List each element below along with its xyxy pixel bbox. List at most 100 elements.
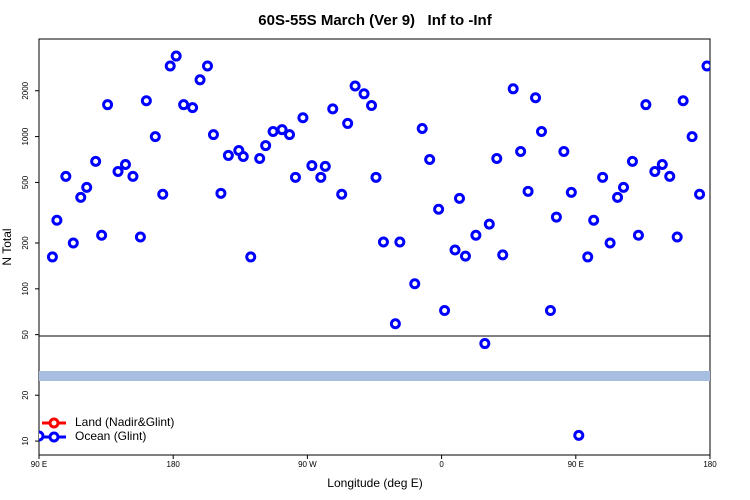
- point: [632, 229, 644, 241]
- point: [336, 188, 348, 200]
- y-tick-label: 10: [21, 436, 30, 445]
- y-tick-label: 500: [21, 175, 30, 189]
- x-tick-label: 90 W: [298, 460, 317, 469]
- point: [409, 278, 421, 290]
- point: [187, 102, 199, 114]
- point: [565, 186, 577, 198]
- point: [222, 149, 234, 161]
- point: [119, 158, 131, 170]
- point: [582, 251, 594, 263]
- point: [433, 203, 445, 215]
- point: [178, 99, 190, 111]
- point: [626, 155, 638, 167]
- point: [112, 165, 124, 177]
- point: [694, 188, 706, 200]
- point: [604, 237, 616, 249]
- point: [515, 146, 527, 158]
- point: [358, 88, 370, 100]
- point: [558, 146, 570, 158]
- point: [588, 214, 600, 226]
- point: [201, 60, 213, 72]
- legend-label: Land (Nadir&Glint): [75, 415, 174, 429]
- point: [306, 160, 318, 172]
- y-axis-label: N Total: [0, 228, 14, 265]
- point: [664, 170, 676, 182]
- point: [96, 229, 108, 241]
- y-tick-label: 200: [21, 236, 30, 250]
- point: [612, 191, 624, 203]
- point: [75, 191, 87, 203]
- point: [491, 152, 503, 164]
- point: [260, 140, 272, 152]
- point: [289, 171, 301, 183]
- point: [134, 231, 146, 243]
- point: [254, 152, 266, 164]
- point: [327, 103, 339, 115]
- point: [319, 160, 331, 172]
- point: [102, 99, 114, 111]
- point: [530, 92, 542, 104]
- point: [573, 429, 585, 441]
- point: [140, 95, 152, 107]
- point: [342, 117, 354, 129]
- point: [671, 231, 683, 243]
- point: [424, 154, 436, 166]
- point: [215, 187, 227, 199]
- point: [483, 218, 495, 230]
- point: [51, 214, 63, 226]
- point: [207, 129, 219, 141]
- point: [377, 236, 389, 248]
- legend-marker: [48, 431, 60, 443]
- x-tick-label: 90 E: [568, 460, 584, 469]
- point: [39, 430, 45, 442]
- point: [194, 74, 206, 86]
- point: [60, 170, 72, 182]
- point: [597, 171, 609, 183]
- y-tick-label: 20: [21, 390, 30, 399]
- point: [656, 158, 668, 170]
- point: [170, 50, 182, 62]
- point: [439, 305, 451, 317]
- point: [536, 125, 548, 137]
- y-tick-label: 2000: [21, 81, 30, 99]
- x-axis-label: Longitude (deg E): [327, 476, 422, 490]
- point: [394, 236, 406, 248]
- point: [284, 129, 296, 141]
- point: [276, 124, 288, 136]
- point: [366, 100, 378, 112]
- point: [370, 171, 382, 183]
- point: [550, 211, 562, 223]
- point: [701, 60, 710, 72]
- point: [449, 244, 461, 256]
- point: [686, 131, 698, 143]
- point: [349, 80, 361, 92]
- points: [39, 50, 710, 442]
- point: [416, 123, 428, 135]
- plot-frame: [38, 38, 711, 456]
- legend-marker: [48, 417, 60, 429]
- point: [389, 318, 401, 330]
- point: [149, 131, 161, 143]
- x-tick-label: 90 E: [31, 460, 47, 469]
- point: [479, 338, 491, 350]
- point: [470, 229, 482, 241]
- y-tick-label: 1000: [21, 127, 30, 145]
- point: [46, 251, 58, 263]
- x-tick-label: 180: [167, 460, 181, 469]
- band: [39, 371, 710, 381]
- point: [677, 95, 689, 107]
- y-tick-label: 100: [21, 282, 30, 296]
- point: [522, 185, 534, 197]
- point: [67, 237, 79, 249]
- point: [81, 181, 93, 193]
- point: [544, 305, 556, 317]
- x-tick-label: 0: [439, 460, 444, 469]
- point: [507, 83, 519, 95]
- point: [127, 170, 139, 182]
- point: [237, 150, 249, 162]
- point: [649, 165, 661, 177]
- x-tick-label: 180: [703, 460, 717, 469]
- point: [245, 251, 257, 263]
- point: [90, 155, 102, 167]
